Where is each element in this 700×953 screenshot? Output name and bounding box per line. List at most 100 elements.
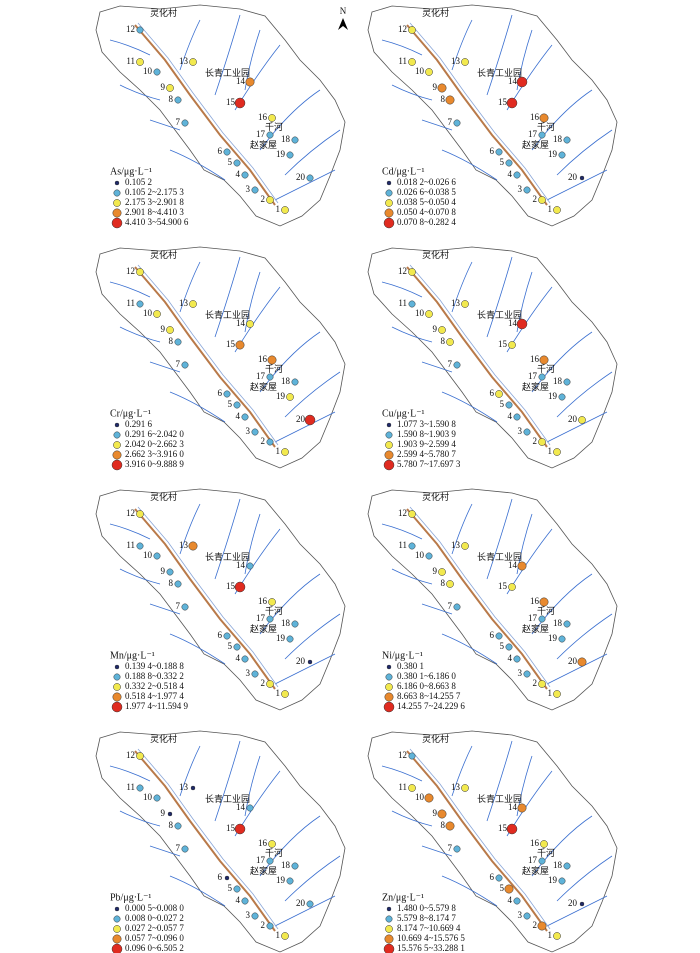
legend-label: 0.027 2~0.057 7 xyxy=(125,923,184,933)
site-number: 1 xyxy=(276,930,281,940)
legend-label: 8.174 7~10.669 4 xyxy=(397,923,461,933)
main-channel xyxy=(409,506,551,688)
legend-symbol xyxy=(383,701,395,713)
river xyxy=(119,810,161,827)
sample-site xyxy=(234,823,246,835)
site-number: 12 xyxy=(126,508,135,518)
place-name: 千河 xyxy=(265,121,283,132)
sample-site xyxy=(563,378,571,386)
sample-site xyxy=(174,338,182,346)
main-river xyxy=(406,24,548,206)
legend-label: 0.096 0~6.505 2 xyxy=(125,943,184,953)
site-number: 7 xyxy=(176,843,181,853)
site-number: 6 xyxy=(218,388,223,398)
sample-site xyxy=(223,390,231,398)
legend-symbol xyxy=(386,664,392,670)
site-number: 19 xyxy=(276,875,286,885)
sample-site xyxy=(408,510,416,518)
site-number: 4 xyxy=(236,653,241,663)
sample-site xyxy=(537,921,547,931)
sample-site xyxy=(453,361,461,369)
sample-site xyxy=(558,393,566,401)
river xyxy=(169,391,226,423)
legend-label: 0.380 1 xyxy=(397,661,424,671)
legend-title: Cd/μg·L⁻¹ xyxy=(382,166,425,177)
site-number: 9 xyxy=(433,82,438,92)
river xyxy=(516,513,533,575)
legend-label: 0.105 2 xyxy=(125,177,152,187)
river xyxy=(381,523,423,540)
legend-label: 2.901 8~4.410 3 xyxy=(125,207,184,217)
sample-site xyxy=(506,823,518,835)
site-number: 15 xyxy=(226,97,236,107)
sample-site xyxy=(425,68,433,76)
place-name: 赵家屋 xyxy=(522,381,549,392)
legend-symbol xyxy=(385,683,393,691)
legend-symbol xyxy=(114,422,120,428)
legend-symbol xyxy=(112,450,122,460)
legend-symbol xyxy=(114,664,120,670)
river xyxy=(441,149,498,181)
sample-site xyxy=(513,655,521,663)
sample-site xyxy=(506,97,518,109)
legend-symbol xyxy=(385,431,393,439)
river xyxy=(244,29,261,91)
sample-site xyxy=(516,318,528,330)
sample-site xyxy=(408,542,416,550)
river xyxy=(169,875,226,907)
site-number: 2 xyxy=(533,194,538,204)
main-river xyxy=(406,750,548,932)
site-number: 10 xyxy=(143,308,153,318)
legend-symbol xyxy=(112,934,122,944)
site-number: 13 xyxy=(179,540,189,550)
site-number: 16 xyxy=(530,838,540,848)
river xyxy=(381,765,423,782)
river xyxy=(274,653,336,685)
river xyxy=(556,855,613,902)
sample-site xyxy=(578,416,586,424)
sample-site xyxy=(233,401,241,409)
legend-label: 6.186 0~8.663 8 xyxy=(397,681,456,691)
legend-label: 2.662 3~3.916 0 xyxy=(125,449,184,459)
map-outline xyxy=(367,730,618,953)
sample-site xyxy=(224,875,230,881)
site-number: 11 xyxy=(398,298,407,308)
site-number: 16 xyxy=(530,112,540,122)
river xyxy=(109,523,151,540)
site-number: 17 xyxy=(256,129,266,139)
site-number: 13 xyxy=(451,540,461,550)
sample-site xyxy=(291,620,299,628)
site-number: 20 xyxy=(568,656,578,666)
map-outline xyxy=(367,246,618,469)
legend-symbol xyxy=(386,180,392,186)
site-number: 2 xyxy=(261,920,266,930)
river xyxy=(259,89,321,151)
legend-label: 2.175 3~2.901 8 xyxy=(125,197,184,207)
legend-symbol xyxy=(112,208,122,218)
sample-site xyxy=(424,793,434,803)
site-number: 10 xyxy=(415,66,425,76)
site-number: 18 xyxy=(281,376,291,386)
site-number: 8 xyxy=(169,94,174,104)
sample-site xyxy=(558,151,566,159)
main-river xyxy=(406,266,548,448)
north-label: N xyxy=(340,6,347,16)
sample-site xyxy=(166,326,174,334)
legend-label: 0.188 8~0.332 2 xyxy=(125,671,184,681)
river xyxy=(274,411,336,443)
site-number: 3 xyxy=(518,668,523,678)
legend-symbol xyxy=(113,925,121,933)
sample-site xyxy=(563,136,571,144)
legend-title: Zn/μg·L⁻¹ xyxy=(382,892,424,903)
sample-site xyxy=(523,670,531,678)
sample-site xyxy=(266,196,274,204)
river xyxy=(486,498,513,580)
sample-site xyxy=(281,690,289,698)
site-number: 13 xyxy=(179,782,189,792)
site-number: 14 xyxy=(508,76,518,86)
sample-site xyxy=(189,58,197,66)
river xyxy=(109,281,151,298)
site-number: 20 xyxy=(296,172,306,182)
